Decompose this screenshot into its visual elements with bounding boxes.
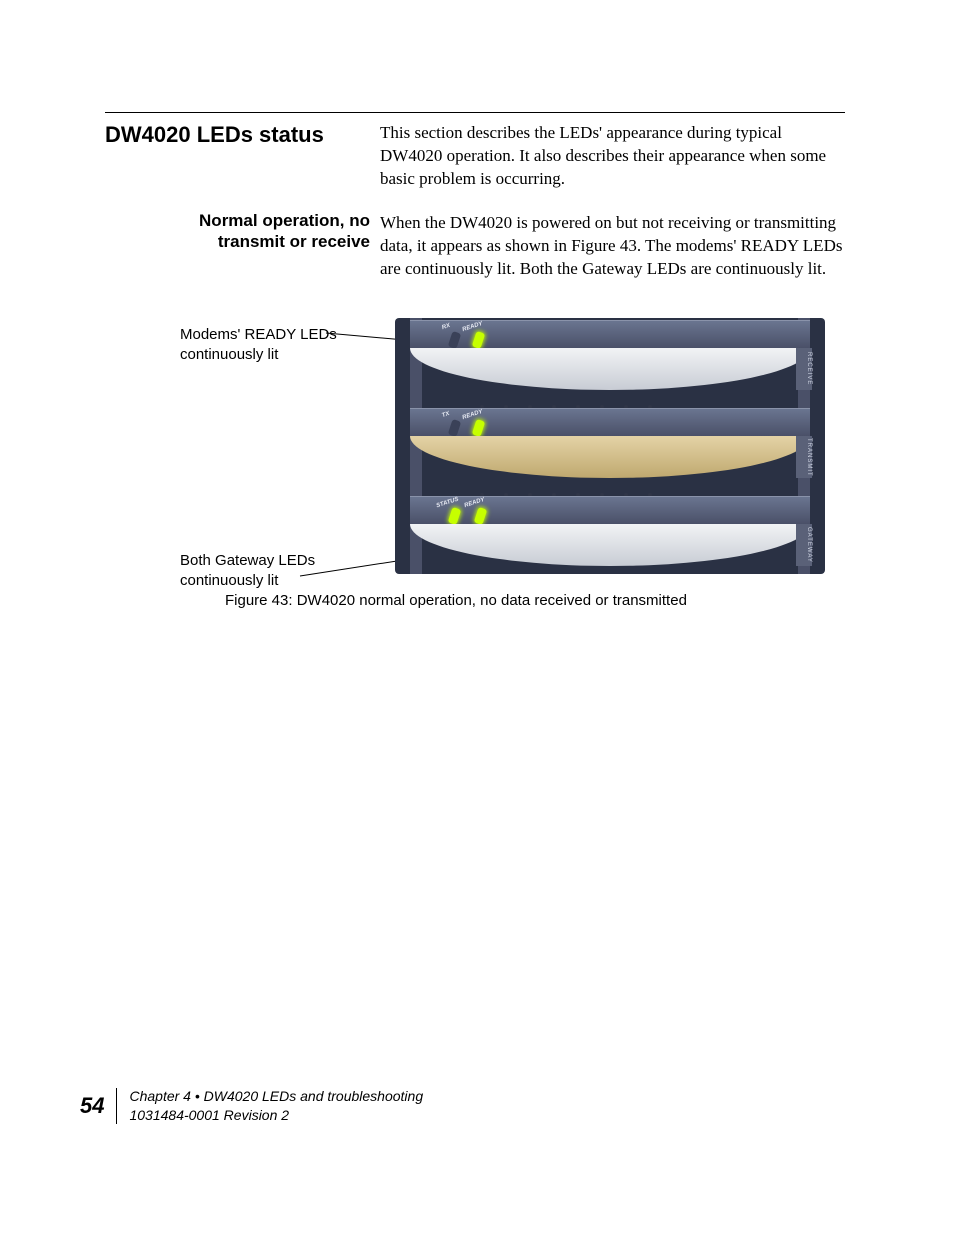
unit-side-label: TRANSMIT (796, 436, 812, 478)
subsection-title: Normal operation, no transmit or receive (175, 210, 370, 253)
figure-callout-top: Modems' READY LEDs continuously lit (180, 325, 340, 364)
led-status (448, 507, 462, 525)
page: DW4020 LEDs status This section describe… (0, 0, 954, 1235)
subsection-body: When the DW4020 is powered on but not re… (380, 212, 845, 281)
section-title: DW4020 LEDs status (105, 122, 324, 148)
device-unit-receive: RX READY RECEIVE (410, 320, 810, 400)
unit-side-label: RECEIVE (796, 348, 812, 390)
led-label: RX (441, 323, 451, 331)
unit-side-label: GATEWAY (796, 524, 812, 566)
unit-curve (410, 524, 810, 566)
figure-callout-bottom: Both Gateway LEDs continuously lit (180, 551, 340, 590)
device-unit-transmit: TX READY TRANSMIT (410, 408, 810, 488)
unit-vents (470, 484, 770, 492)
page-number: 54 (80, 1093, 116, 1119)
footer-separator (116, 1088, 117, 1124)
footer-text: Chapter 4 • DW4020 LEDs and troubleshoot… (129, 1087, 423, 1125)
led-label: TX (441, 411, 450, 419)
led-ready (474, 507, 488, 525)
led-ready (472, 419, 486, 437)
unit-vents (470, 396, 770, 404)
figure-caption: Figure 43: DW4020 normal operation, no d… (225, 592, 687, 609)
led-tx (448, 419, 462, 437)
unit-front: STATUS READY (410, 496, 810, 524)
led-ready (472, 331, 486, 349)
unit-front: RX READY (410, 320, 810, 348)
unit-front: TX READY (410, 408, 810, 436)
unit-curve (410, 348, 810, 390)
footer-doc-line: 1031484-0001 Revision 2 (129, 1106, 423, 1125)
page-footer: 54 Chapter 4 • DW4020 LEDs and troublesh… (80, 1087, 423, 1125)
footer-chapter-line: Chapter 4 • DW4020 LEDs and troubleshoot… (129, 1087, 423, 1106)
device-unit-gateway: STATUS READY GATEWAY (410, 496, 810, 576)
figure-image: RX READY RECEIVE TX READY TRA (395, 318, 825, 584)
unit-curve (410, 436, 810, 478)
led-rx (448, 331, 462, 349)
section-body: This section describes the LEDs' appeara… (380, 122, 845, 191)
section-rule (105, 112, 845, 113)
